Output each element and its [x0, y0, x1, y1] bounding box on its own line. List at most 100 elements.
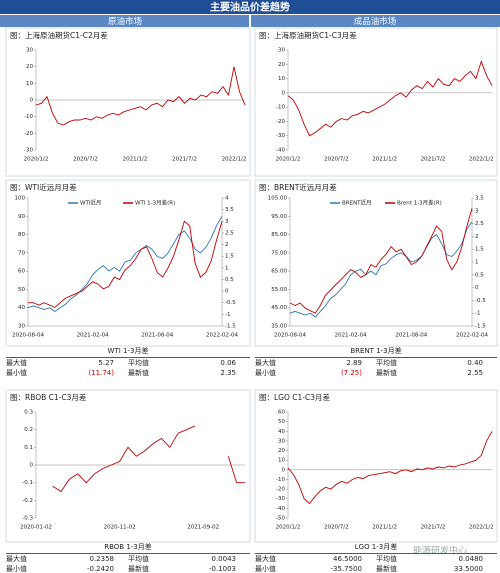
x-tick-label: 2021-08-04	[141, 333, 173, 339]
x-tick-label: 2021/7/2	[172, 157, 197, 163]
y-tick-label: 60	[278, 410, 285, 416]
cell: 最小值	[255, 565, 276, 573]
series-line	[289, 221, 473, 318]
cell: 最新值	[376, 369, 397, 377]
y2-tick-label: 3	[475, 208, 479, 214]
y2-tick-label: 0.5	[475, 272, 484, 278]
y-tick-label: 90	[18, 214, 25, 220]
y-tick-label: 35.00	[271, 324, 287, 330]
row: 最大值 46.5000 平均值 0.0480	[255, 554, 497, 564]
y-tick-label: 80	[18, 232, 25, 238]
y-tick-label: 0.2	[24, 427, 33, 433]
x-tick-label: 2021-02-04	[335, 333, 367, 339]
panel	[254, 179, 498, 347]
cell: 2.55	[467, 369, 483, 377]
y-tick-label: 10	[26, 81, 33, 87]
y-tick-label: 40	[18, 305, 25, 311]
y-tick-label: -30	[276, 133, 285, 139]
cell: 0.0043	[211, 555, 237, 563]
panel	[254, 389, 498, 543]
cell: 平均值	[376, 555, 397, 563]
y2-tick-label: 2.5	[225, 230, 234, 236]
cell: 33.5000	[454, 565, 483, 573]
y-tick-label: -10	[276, 105, 285, 111]
y2-tick-label: -1.5	[225, 324, 236, 330]
y-tick-label: 20	[26, 64, 33, 70]
y2-tick-label: 0.5	[225, 277, 234, 283]
row: 最大值 5.27 平均值 0.06	[6, 358, 250, 368]
series-line	[28, 220, 223, 308]
y-tick-label: 0	[282, 467, 286, 473]
cell: 最大值	[255, 555, 276, 563]
panel	[5, 27, 251, 177]
y-tick-label: 70	[18, 250, 25, 256]
cell: 最大值	[6, 359, 27, 367]
cell: -0.2420	[86, 565, 114, 573]
series-line	[27, 216, 223, 312]
cell: 最新值	[128, 565, 149, 573]
cell: (7.25)	[340, 369, 362, 377]
chart-title: 图：上海原油期货C1-C2月差	[10, 30, 108, 40]
y-tick-label: 10	[278, 76, 285, 82]
cell: -0.1003	[208, 565, 236, 573]
tbl: BRENT 1-3月差 最大值 2.89 平均值 0.40 最小值 (7.25) 最新值 2.5…	[255, 346, 497, 378]
x-tick-label: 2021/7/2	[421, 525, 446, 531]
x-tick-label: 2020/1/2	[276, 525, 301, 531]
x-tick-label: 2020-08-04	[12, 333, 44, 339]
y-tick-label: -40	[276, 148, 285, 154]
x-tick-label: 2021/7/2	[421, 157, 446, 163]
cell: (11.74)	[88, 369, 114, 377]
y-tick-label: -0.2	[22, 498, 33, 504]
legend-label: WTI近月	[80, 199, 101, 207]
y-tick-label: 20	[278, 62, 285, 68]
panel	[5, 389, 251, 543]
y-tick-label: 75.00	[271, 250, 287, 256]
y-tick-label: 0	[30, 98, 34, 104]
row: 最小值 (7.25) 最新值 2.55	[255, 368, 497, 378]
y-tick-label: 30	[18, 324, 25, 330]
legend-label: BRENT近月	[342, 199, 372, 207]
column-header-bar	[0, 15, 249, 27]
y-tick-label: -10	[24, 114, 33, 120]
chart-title: 图：RBOB C1-C3月差	[10, 392, 87, 402]
x-tick-label: 2020-01-02	[20, 525, 52, 531]
y2-tick-label: 3.5	[475, 196, 484, 202]
x-tick-label: 2022-02-04	[456, 333, 488, 339]
y-tick-label: 40	[278, 429, 285, 435]
tbl: RBOB 1-3月差 最大值 0.2358 平均值 0.0043 最小值 -0.2420 最新…	[6, 542, 250, 573]
chart-title: 图：上海原油期货C1-C3月差	[259, 30, 357, 40]
tt: RBOB 1-3月差	[6, 542, 250, 554]
y-tick-label: -20	[276, 487, 285, 493]
series-line	[52, 425, 245, 493]
cell: 0.2358	[89, 555, 115, 563]
y-tick-label: 50	[18, 287, 25, 293]
series-line	[289, 208, 473, 314]
cell: 平均值	[376, 359, 397, 367]
cell: 平均值	[128, 359, 149, 367]
tt: BRENT 1-3月差	[255, 346, 497, 358]
x-tick-label: 2021-02-04	[77, 333, 109, 339]
y2-tick-label: 1	[475, 260, 479, 266]
x-tick-label: 2022-02-04	[206, 333, 238, 339]
cell: 5.27	[98, 359, 114, 367]
y-tick-label: 55.00	[271, 287, 287, 293]
cell: 最小值	[6, 565, 27, 573]
y-tick-label: 45.00	[271, 305, 287, 311]
x-tick-label: 2020/7/2	[324, 157, 349, 163]
y-tick-label: 105.00	[268, 196, 288, 202]
cell: 0.40	[467, 359, 483, 367]
y-tick-label: -30	[276, 496, 285, 502]
column-header: 成品油市场	[354, 16, 397, 27]
legend-label: Brent 1-3月差(R)	[397, 199, 442, 207]
series-line	[35, 66, 246, 126]
x-tick-label: 2022/1/2	[469, 525, 494, 531]
page-title: 主要油品价差趋势	[210, 1, 290, 14]
y2-tick-label: 1.5	[225, 254, 234, 260]
x-tick-label: 2020/1/2	[24, 157, 49, 163]
y2-tick-label: 4	[225, 196, 229, 202]
series-line	[287, 431, 493, 505]
y2-tick-label: -1	[475, 311, 480, 317]
cell: 最新值	[376, 565, 397, 573]
